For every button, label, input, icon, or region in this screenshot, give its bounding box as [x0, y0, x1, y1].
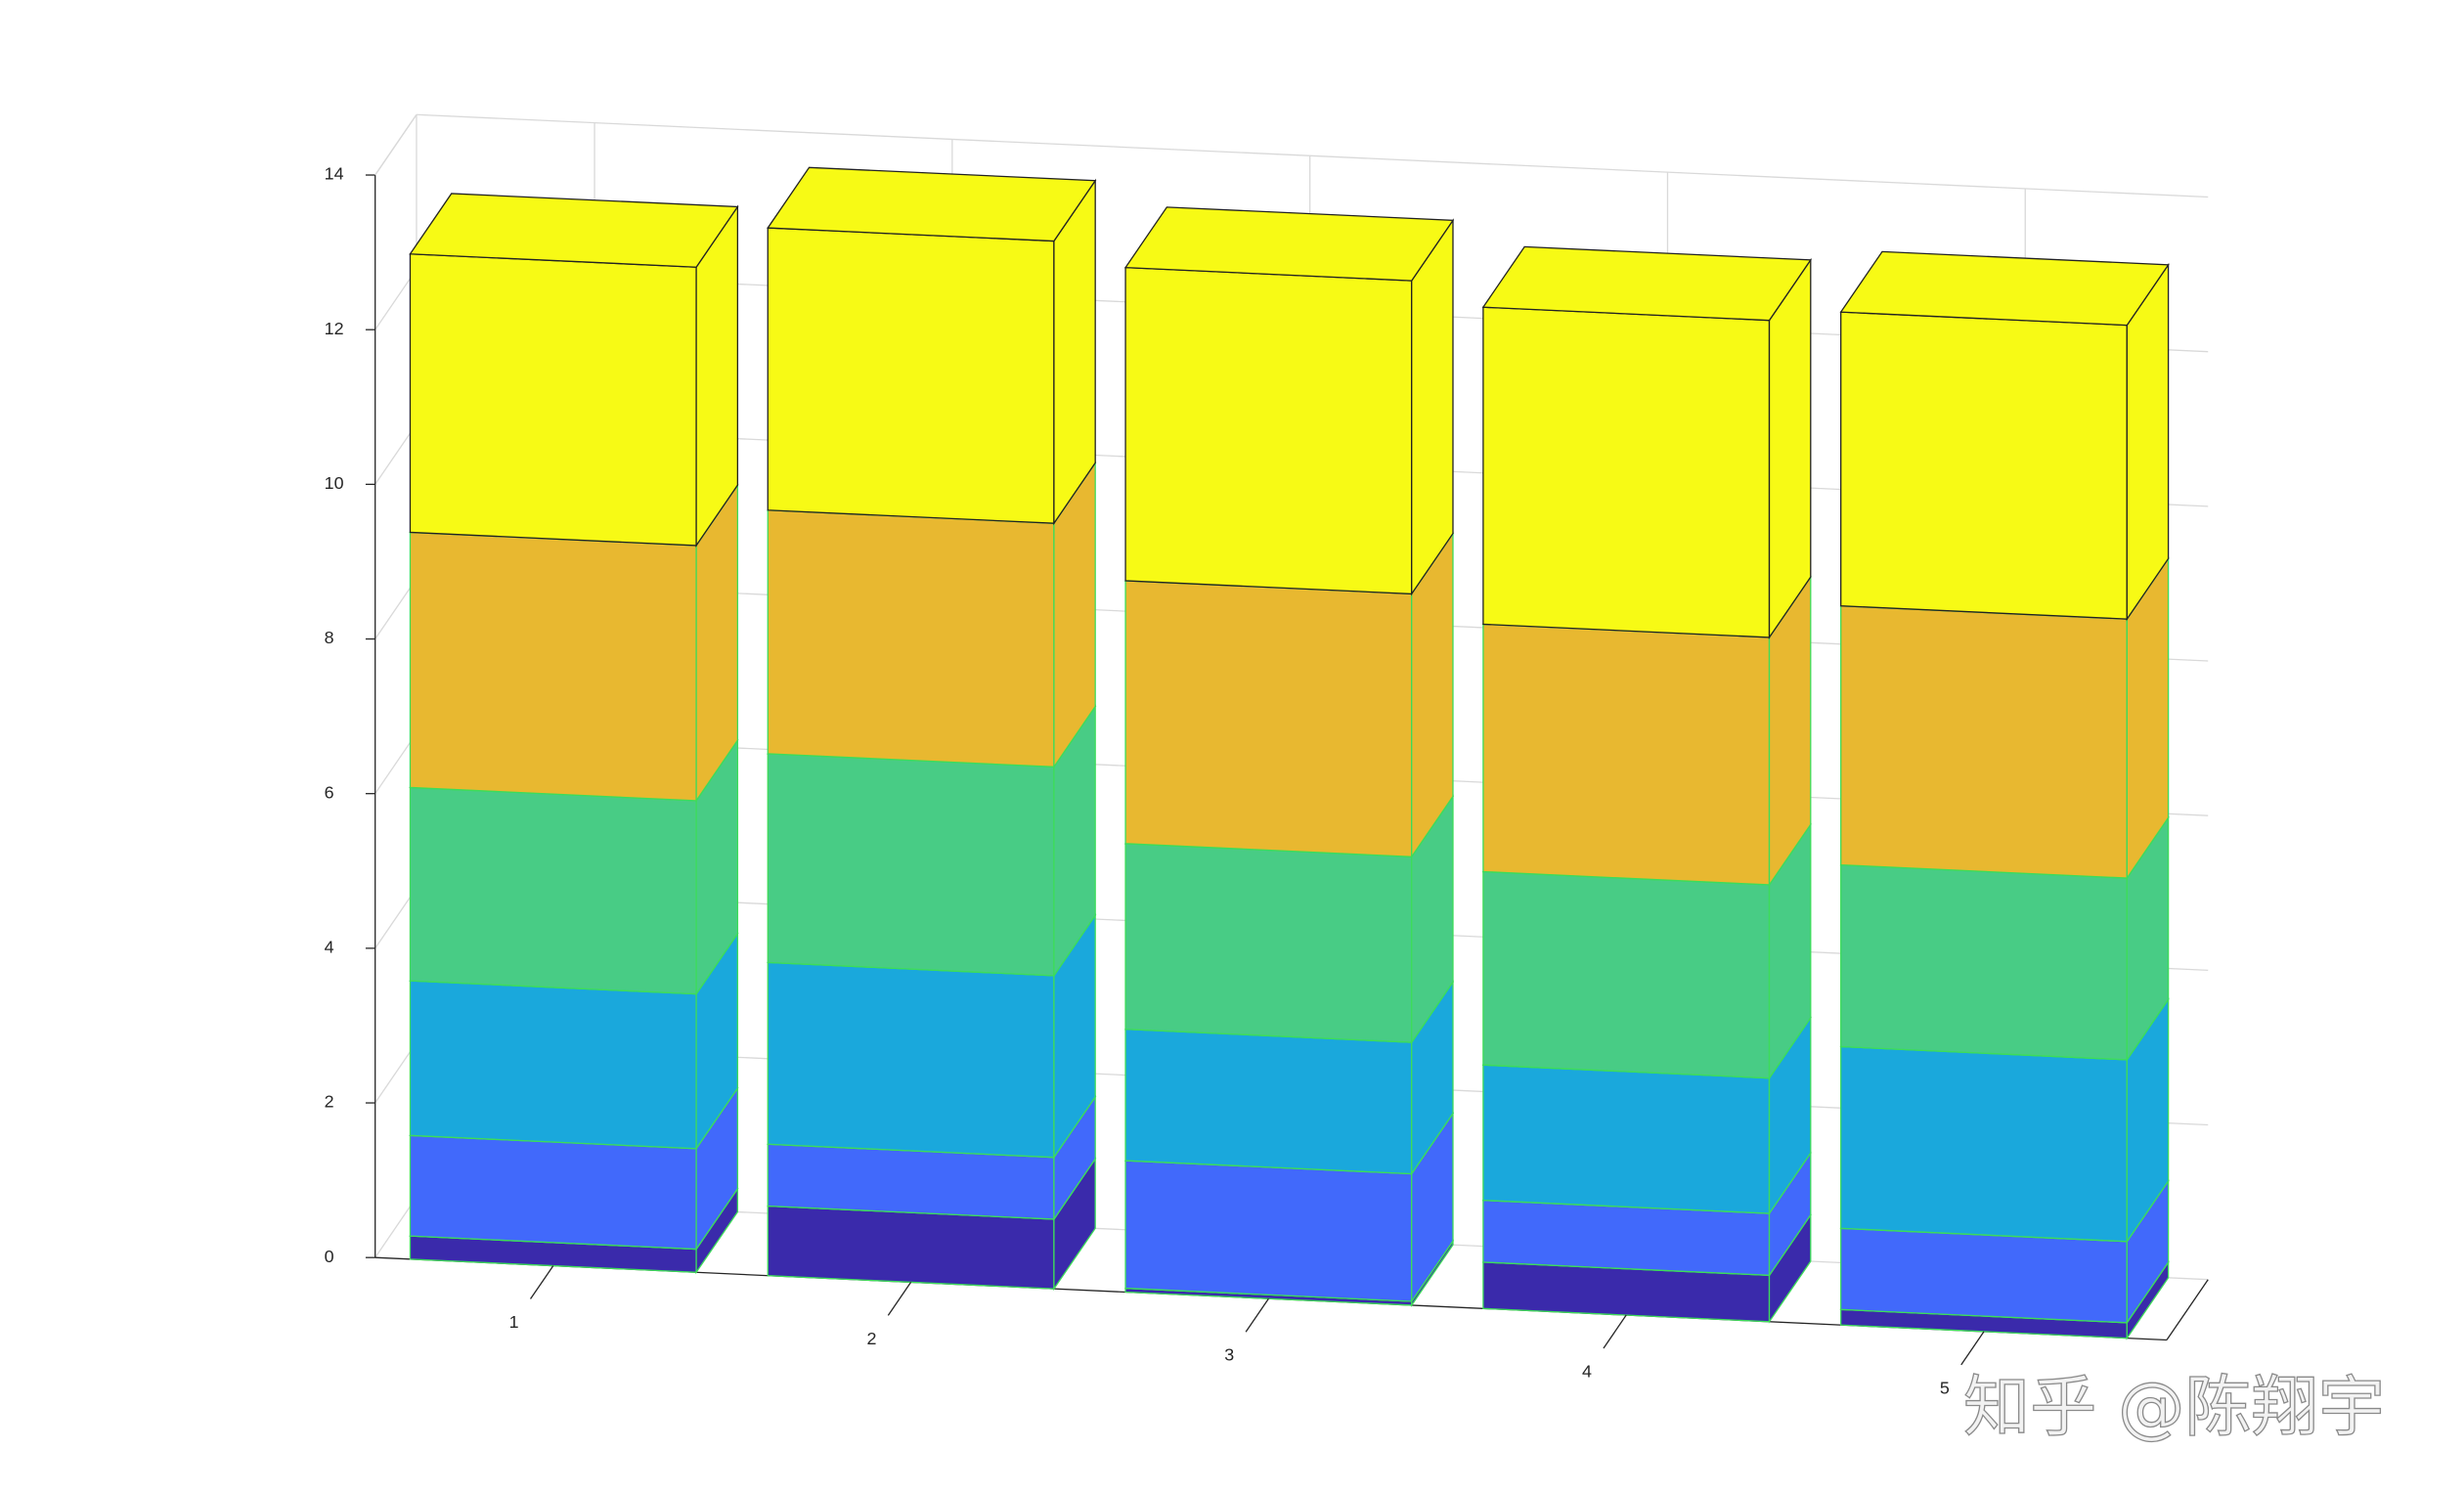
bar-front — [1482, 306, 1771, 638]
bar-front — [409, 786, 697, 995]
bar-front — [1840, 863, 2128, 1061]
axis-line — [2166, 1279, 2209, 1340]
bar-top — [767, 166, 1097, 242]
axis-line — [374, 113, 418, 176]
x-tick-label: 1 — [509, 1312, 519, 1332]
grid-line — [416, 113, 2209, 198]
y-tick-label: 2 — [325, 1092, 334, 1112]
x-tick — [887, 1282, 912, 1316]
bar-front — [1124, 266, 1413, 595]
x-tick-label: 4 — [1582, 1361, 1592, 1381]
x-tick — [1245, 1297, 1269, 1333]
bar-front — [767, 1205, 1055, 1290]
bar-front — [1840, 1227, 2128, 1324]
x-tick — [1603, 1314, 1627, 1349]
bar-top — [1839, 250, 2170, 327]
bar-side — [2126, 262, 2170, 622]
bar-front — [1482, 1064, 1771, 1214]
y-tick-label: 10 — [325, 473, 344, 493]
y-tick-label: 12 — [325, 319, 344, 338]
bar-front — [767, 227, 1055, 524]
bar-front — [1124, 843, 1413, 1043]
bar-front — [767, 509, 1055, 768]
y-tick-label: 6 — [325, 782, 334, 802]
bar-top — [409, 193, 739, 268]
bar-front — [409, 531, 697, 802]
bar-top — [1123, 206, 1455, 282]
bar-front — [1840, 1045, 2128, 1243]
bar-front — [1482, 870, 1771, 1079]
bar-front — [1124, 580, 1413, 857]
y-tick-label: 14 — [325, 164, 344, 184]
bar-front — [1482, 623, 1771, 886]
bar-front — [1124, 1028, 1413, 1175]
x-tick-label: 2 — [866, 1329, 876, 1348]
bar-side — [1768, 257, 1812, 639]
y-tick-label: 8 — [325, 628, 334, 647]
x-tick — [1960, 1331, 1985, 1366]
x-tick-label: 5 — [1940, 1378, 1950, 1397]
y-tick-label: 0 — [325, 1247, 334, 1266]
y-tick-label: 4 — [325, 938, 334, 957]
watermark: 知乎 @陈翔宇 — [1963, 1369, 2385, 1446]
bar-front — [767, 961, 1055, 1159]
bar-front — [409, 253, 697, 547]
x-tick — [529, 1265, 554, 1299]
bar-front — [1840, 604, 2128, 879]
x-tick-label: 3 — [1224, 1345, 1234, 1365]
bar-front — [409, 1134, 697, 1251]
bar-front — [767, 753, 1055, 977]
bar-side — [1411, 218, 1454, 596]
bar-top — [1481, 245, 1812, 322]
bar-front — [409, 980, 697, 1150]
bar-front — [1840, 311, 2128, 620]
bar-front — [1124, 1160, 1413, 1302]
